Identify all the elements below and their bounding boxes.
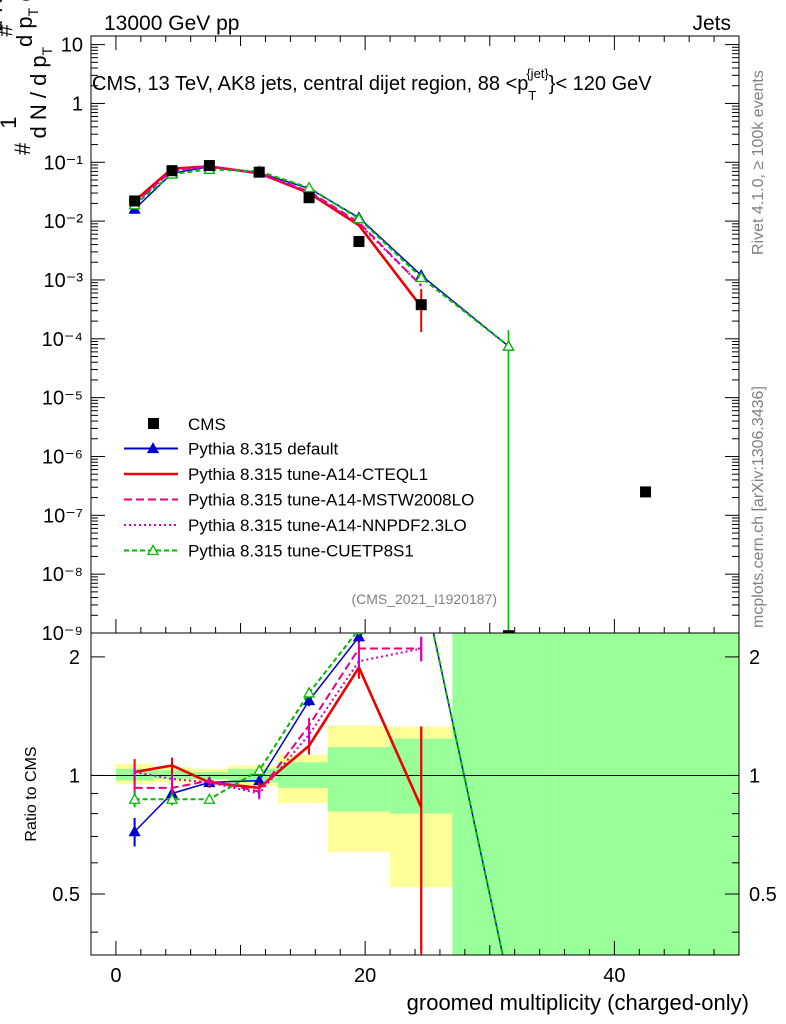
rivet-label: Rivet 4.1.0, ≥ 100k events bbox=[750, 70, 767, 255]
ratio-y-tick-label: 2 bbox=[69, 647, 80, 669]
mcplots-label: mcplots.cern.ch [arXiv:1306.3436] bbox=[750, 386, 767, 628]
main-clip-group bbox=[128, 160, 652, 633]
ratio-marker bbox=[416, 572, 426, 581]
x-tick-label: 20 bbox=[354, 965, 376, 987]
data-point bbox=[502, 630, 514, 633]
data-point bbox=[166, 165, 178, 177]
ratio-marker bbox=[503, 976, 513, 985]
ratio-clip-group bbox=[128, 572, 513, 985]
ratio-marker bbox=[253, 764, 266, 776]
main-plot bbox=[128, 160, 652, 633]
ratio-marker bbox=[128, 792, 141, 804]
ratio-y-tick-label-right: 2 bbox=[749, 647, 760, 669]
ratio-marker bbox=[302, 694, 316, 706]
ratio-marker bbox=[128, 825, 141, 837]
main-y-tick-label: 10⁻¹ bbox=[44, 152, 84, 174]
legend: CMS Pythia 8.315 default Pythia 8.315 tune… bbox=[124, 415, 474, 561]
main-marker bbox=[502, 339, 515, 351]
ratio-marker bbox=[203, 792, 216, 804]
main-marker bbox=[415, 271, 428, 283]
band-green bbox=[327, 747, 391, 812]
main-marker bbox=[302, 181, 316, 193]
data-point bbox=[353, 236, 365, 248]
ratio-marker bbox=[352, 633, 366, 634]
main-y-tick-label: 10 bbox=[61, 35, 83, 57]
ratio-y-tick-label: 0.5 bbox=[52, 884, 80, 906]
main-y-tick-label: 10⁻⁹ bbox=[42, 623, 83, 645]
main-y-tick-label: 10⁻⁵ bbox=[42, 388, 83, 410]
legend-label: Pythia 8.315 tune-A14-NNPDF2.3LO bbox=[188, 516, 467, 535]
header-right: Jets bbox=[692, 12, 731, 35]
ratio-series-line bbox=[134, 633, 504, 955]
legend-label: Pythia 8.315 tune-A14-MSTW2008LO bbox=[188, 491, 474, 510]
tick-labels: 10110⁻¹10⁻²10⁻³10⁻⁴10⁻⁵10⁻⁶10⁻⁷10⁻⁸10⁻⁹2… bbox=[42, 35, 777, 987]
legend-label: Pythia 8.315 tune-A14-CTEQL1 bbox=[188, 465, 428, 484]
ratio-y-tick-label-right: 0.5 bbox=[749, 884, 777, 906]
chart-title: CMS, 13 TeV, AK8 jets, central dijet reg… bbox=[92, 66, 652, 103]
data-point bbox=[415, 299, 427, 311]
legend-label: Pythia 8.315 default bbox=[188, 440, 339, 459]
ratio-plot bbox=[128, 572, 513, 985]
ratio-marker bbox=[165, 792, 179, 804]
ratio-y-axis-title: Ratio to CMS bbox=[23, 746, 40, 841]
main-y-tick-label: 10⁻⁷ bbox=[43, 505, 83, 527]
ratio-marker bbox=[352, 633, 366, 642]
main-y-tick-label: 10⁻⁶ bbox=[42, 446, 83, 468]
x-tick-label: 0 bbox=[110, 965, 121, 987]
main-y-tick-label: 10⁻⁸ bbox=[42, 564, 83, 586]
main-marker bbox=[352, 212, 366, 224]
legend-label: Pythia 8.315 tune-CUETP8S1 bbox=[188, 542, 414, 561]
axis-ticks bbox=[91, 36, 740, 955]
ratio-marker bbox=[503, 976, 513, 985]
ratio-marker bbox=[416, 572, 426, 581]
main-y-tick-label: 10⁻² bbox=[44, 211, 84, 233]
band-green bbox=[552, 633, 739, 955]
ratio-bands bbox=[91, 633, 739, 955]
x-tick-label: 40 bbox=[603, 965, 625, 987]
data-point bbox=[203, 160, 215, 172]
data-point bbox=[129, 195, 141, 207]
main-y-tick-label: 1 bbox=[72, 93, 83, 115]
analysis-label: (CMS_2021_I1920187) bbox=[351, 591, 497, 607]
ratio-y-tick-label-right: 1 bbox=[749, 765, 760, 787]
legend-marker bbox=[146, 544, 160, 556]
ratio-y-tick-label: 1 bbox=[69, 765, 80, 787]
data-point bbox=[303, 192, 315, 204]
ratio-series-line bbox=[134, 633, 504, 955]
data-point bbox=[640, 486, 652, 498]
main-series-line bbox=[134, 165, 509, 347]
legend-marker-cms bbox=[148, 418, 159, 429]
main-y-tick-label: 10⁻³ bbox=[44, 270, 84, 292]
legend-marker bbox=[146, 442, 160, 454]
header-left: 13000 GeV pp bbox=[104, 12, 239, 35]
legend-label: CMS bbox=[188, 415, 226, 434]
main-series-line bbox=[133, 168, 510, 347]
main-series-line bbox=[133, 165, 422, 287]
x-axis-title: groomed multiplicity (charged-only) bbox=[407, 990, 749, 1015]
ratio-marker bbox=[302, 686, 316, 698]
data-point bbox=[253, 166, 265, 178]
main-y-tick-label: 10⁻⁴ bbox=[42, 329, 83, 351]
main-series-line bbox=[133, 165, 422, 287]
